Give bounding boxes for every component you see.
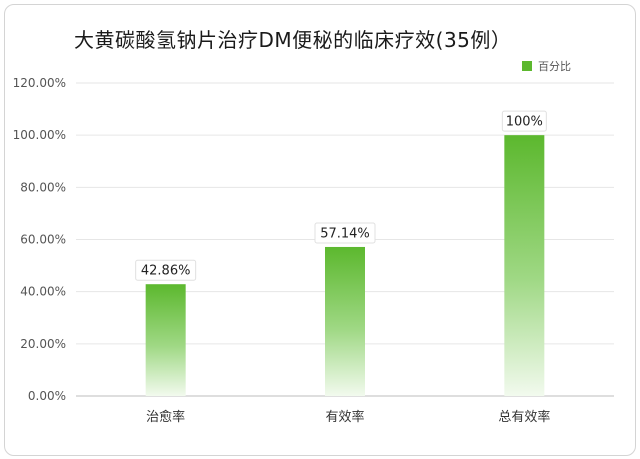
bar xyxy=(145,284,186,396)
legend-swatch xyxy=(522,61,532,71)
data-label: 42.86% xyxy=(141,264,191,279)
x-tick-label: 总有效率 xyxy=(498,409,550,425)
y-tick-label: 40.00% xyxy=(20,285,66,299)
data-label: 100% xyxy=(506,115,543,130)
y-tick-label: 120.00% xyxy=(13,76,66,90)
bar xyxy=(325,246,365,396)
y-tick-label: 20.00% xyxy=(20,337,66,351)
data-label-box xyxy=(501,110,547,132)
y-tick-label: 0.00% xyxy=(28,389,66,403)
legend: 百分比 xyxy=(522,58,571,74)
data-label-box xyxy=(135,259,197,281)
x-tick-label: 有效率 xyxy=(325,409,364,425)
y-tick-label: 100.00% xyxy=(13,128,66,142)
x-tick-label: 治愈率 xyxy=(146,409,185,425)
legend-label: 百分比 xyxy=(538,60,571,73)
y-tick-label: 80.00% xyxy=(20,180,66,194)
data-label-box xyxy=(314,222,376,244)
bar xyxy=(504,135,545,396)
y-tick-label: 60.00% xyxy=(20,233,66,247)
chart-title: 大黄碳酸氢钠片治疗DM便秘的临床疗效(35例） xyxy=(74,28,512,52)
data-label: 57.14% xyxy=(320,226,370,241)
